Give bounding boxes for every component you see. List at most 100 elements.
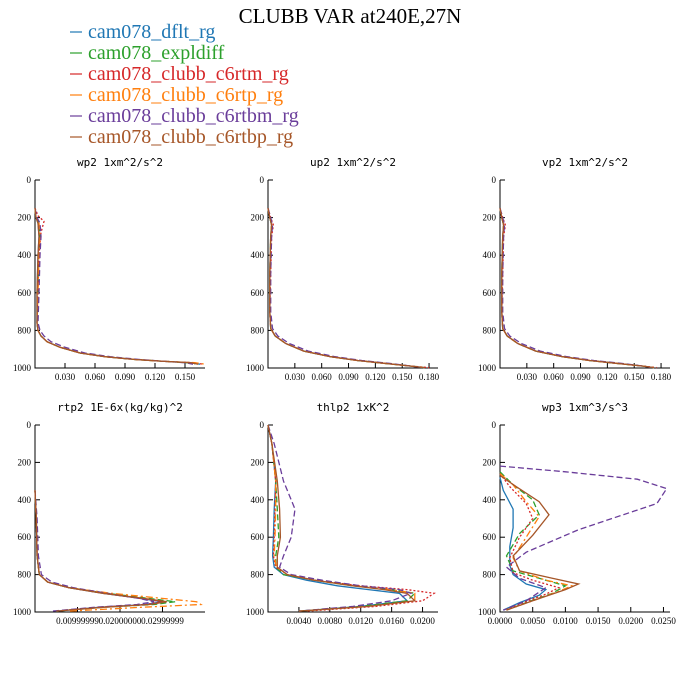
y-tick-label: 0 [27,420,32,430]
x-tick-label: 0.00999999 [56,616,99,626]
y-tick-label: 600 [18,532,32,542]
y-tick-label: 200 [18,213,32,223]
series-line-5 [267,208,422,369]
series-line-2 [34,208,196,365]
y-tick-label: 0 [260,420,265,430]
x-tick-label: 0.02999999 [141,616,184,626]
y-tick-label: 400 [251,250,265,260]
x-tick-label: 0.030 [517,372,538,382]
panel-4: rtp2 1E-6x(kg/kg)^2 0 200 400 600 800 1000 0.00… [13,401,205,626]
x-tick-label: 0.180 [651,372,672,382]
x-tick-label: 0.0160 [379,616,404,626]
y-tick-label: 400 [483,495,497,505]
series-line-5 [34,208,194,365]
y-tick-label: 200 [483,213,497,223]
series-line-5 [499,208,653,369]
panel-5: thlp2 1xK^2 0 200 400 600 800 1000 0.0040 0.0080… [246,401,438,626]
legend: cam078_dflt_rgcam078_expldiffcam078_club… [70,21,299,148]
x-tick-label: 0.0050 [520,616,545,626]
x-tick-label: 0.0200 [618,616,643,626]
series-line-6 [34,490,167,612]
legend-entry-6: cam078_clubb_c6rtbp_rg [88,126,293,148]
axis-frame [499,180,670,369]
y-tick-label: 0 [27,175,32,185]
y-tick-label: 600 [251,532,265,542]
x-tick-label: 0.030 [55,372,76,382]
legend-entry-1: cam078_dflt_rg [88,21,215,43]
y-tick-label: 1000 [13,363,32,373]
x-tick-label: 0.150 [392,372,413,382]
series-line-6 [267,424,417,612]
x-tick-label: 0.0080 [317,616,342,626]
series-line-3 [499,473,561,611]
series-line-4 [34,208,206,365]
series-line-6 [34,208,199,365]
series-line-6 [267,208,425,369]
panel-title: wp2 1xm^2/s^2 [77,156,163,169]
axis-frame [34,425,205,613]
figure-title: CLUBB VAR at240E,27N [239,4,462,28]
y-tick-label: 0 [492,420,497,430]
x-tick-label: 0.060 [544,372,565,382]
panel-1: wp2 1xm^2/s^2 0 200 400 600 800 1000 0.030 0.060… [13,156,206,382]
legend-entry-4: cam078_clubb_c6rtp_rg [88,84,283,106]
panel-title: vp2 1xm^2/s^2 [542,156,628,169]
x-tick-label: 0.0000 [488,616,513,626]
panel-title: rtp2 1E-6x(kg/kg)^2 [57,401,183,414]
y-tick-label: 600 [483,532,497,542]
panel-title: up2 1xm^2/s^2 [310,156,396,169]
series-line-6 [499,208,654,369]
y-tick-label: 1000 [478,607,497,617]
series-line-6 [499,474,581,611]
y-tick-label: 400 [251,495,265,505]
x-tick-label: 0.120 [597,372,618,382]
y-tick-label: 200 [251,457,265,467]
y-tick-label: 800 [483,570,497,580]
x-tick-label: 0.0200 [410,616,435,626]
series-line-1 [267,208,425,369]
x-tick-label: 0.180 [419,372,440,382]
series-line-4 [34,490,203,612]
series-line-5 [499,465,668,611]
y-tick-label: 800 [18,325,32,335]
panel-2: up2 1xm^2/s^2 0 200 400 600 800 1000 0.030 0.060… [246,156,440,382]
x-tick-label: 0.120 [145,372,166,382]
legend-entry-3: cam078_clubb_c6rtm_rg [88,63,289,85]
y-tick-label: 400 [18,495,32,505]
x-tick-label: 0.030 [285,372,306,382]
series-line-3 [499,208,657,369]
y-tick-label: 1000 [478,363,497,373]
x-tick-label: 0.150 [624,372,645,382]
x-tick-label: 0.0150 [586,616,611,626]
legend-entry-2: cam078_expldiff [88,42,225,64]
series-line-4 [267,424,416,612]
x-tick-label: 0.02000000 [99,616,142,626]
x-tick-label: 0.120 [365,372,386,382]
legend-entry-5: cam078_clubb_c6rtbm_rg [88,105,299,127]
x-tick-label: 0.0120 [348,616,373,626]
panels-container: wp2 1xm^2/s^2 0 200 400 600 800 1000 0.030 0.060… [13,156,676,626]
x-tick-label: 0.090 [115,372,136,382]
x-tick-label: 0.150 [175,372,196,382]
series-line-3 [267,424,436,612]
series-line-1 [34,208,201,365]
series-line-2 [267,208,425,369]
x-tick-label: 0.0100 [553,616,578,626]
y-tick-label: 1000 [246,363,265,373]
panel-title: thlp2 1xK^2 [317,401,390,414]
series-line-5 [267,424,413,612]
series-line-2 [267,424,417,612]
y-tick-label: 0 [492,175,497,185]
y-tick-label: 800 [251,570,265,580]
y-tick-label: 800 [18,570,32,580]
series-line-3 [267,208,430,369]
x-tick-label: 0.0040 [287,616,312,626]
axis-frame [267,425,438,613]
panel-title: wp3 1xm^3/s^3 [542,401,628,414]
y-tick-label: 200 [18,457,32,467]
series-line-4 [267,208,425,369]
x-tick-label: 0.090 [570,372,591,382]
y-tick-label: 600 [251,288,265,298]
